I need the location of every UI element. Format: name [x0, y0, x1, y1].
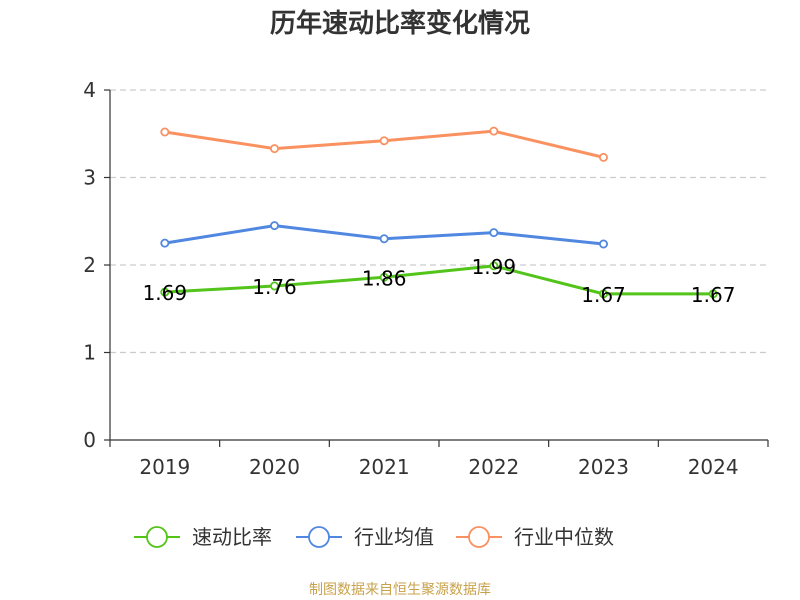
- series-lines: [160, 126, 718, 299]
- chart-title: 历年速动比率变化情况: [270, 8, 530, 39]
- y-tick-label: 0: [83, 428, 96, 452]
- x-tick-label: 2024: [688, 455, 739, 479]
- legend: 速动比率 行业均值 行业中位数: [134, 525, 614, 549]
- x-tick-label: 2021: [359, 455, 410, 479]
- data-point: [269, 281, 279, 291]
- data-point: [379, 272, 389, 282]
- data-point: [379, 234, 389, 244]
- data-point: [379, 136, 389, 146]
- y-tick-label: 2: [83, 253, 96, 277]
- data-point: [599, 239, 609, 249]
- data-label: 1.67: [581, 283, 626, 307]
- x-tick-label: 2022: [468, 455, 519, 479]
- data-label: 1.67: [691, 283, 736, 307]
- data-point: [160, 238, 170, 248]
- source-note: 制图数据来自恒生聚源数据库: [309, 582, 491, 598]
- data-labels: 1.69 1.76 1.86 1.99 1.67 1.67: [143, 255, 736, 307]
- data-label: 1.86: [362, 266, 407, 290]
- legend-label: 速动比率: [192, 525, 272, 549]
- y-tick-label: 3: [83, 166, 96, 190]
- grid-lines: [110, 89, 768, 354]
- data-label: 1.69: [143, 281, 188, 305]
- data-point: [599, 152, 609, 162]
- data-label: 1.99: [472, 255, 517, 279]
- legend-marker: [146, 526, 168, 548]
- data-point: [489, 261, 499, 271]
- y-tick-label: 4: [83, 78, 96, 102]
- series-line-0: [164, 264, 714, 296]
- axes: 0 1 2 3 4 2019 2020 2021 2022 2023 2024: [83, 78, 769, 479]
- legend-marker: [308, 526, 330, 548]
- data-point: [160, 287, 170, 297]
- legend-label: 行业均值: [354, 525, 434, 549]
- y-tick-label: 1: [83, 341, 96, 365]
- data-point: [269, 144, 279, 154]
- data-point: [489, 228, 499, 238]
- x-tick-label: 2020: [249, 455, 300, 479]
- data-point: [599, 289, 609, 299]
- x-tick-label: 2023: [578, 455, 629, 479]
- data-label: 1.76: [252, 275, 297, 299]
- data-point: [489, 126, 499, 136]
- x-tick-label: 2019: [139, 455, 190, 479]
- legend-marker: [468, 526, 490, 548]
- data-point: [708, 289, 718, 299]
- data-point: [160, 127, 170, 137]
- data-point: [269, 221, 279, 231]
- legend-label: 行业中位数: [514, 525, 614, 549]
